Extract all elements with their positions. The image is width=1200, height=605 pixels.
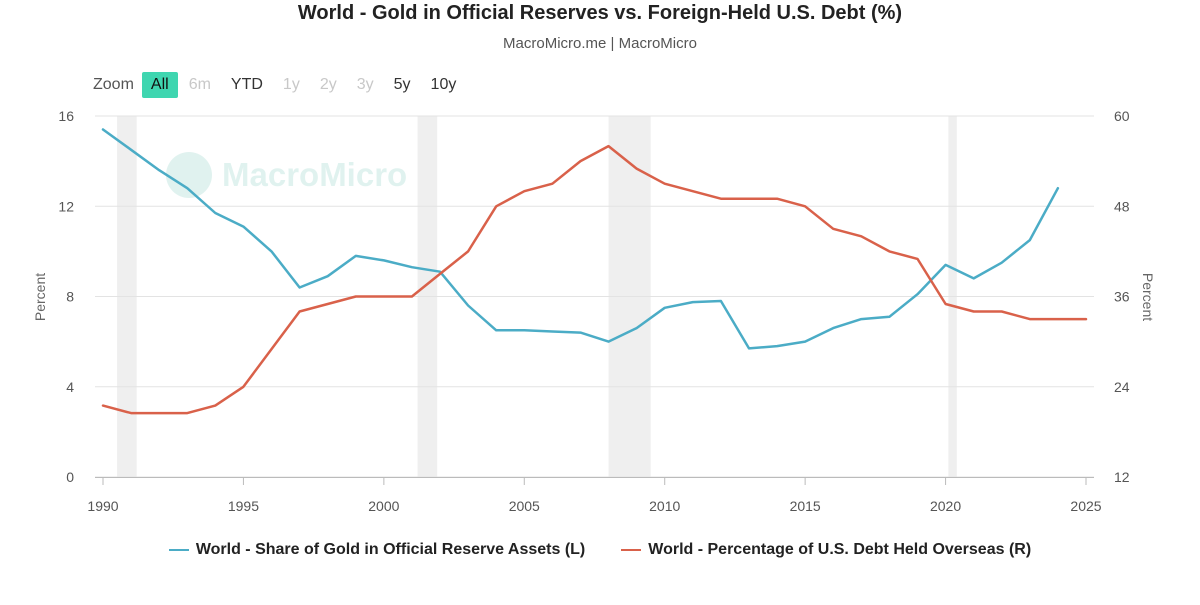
zoom-5y-button[interactable]: 5y (393, 76, 411, 93)
x-tick-label-1995: 1995 (228, 498, 259, 514)
y-left-tick-label-16: 16 (58, 108, 74, 124)
x-tick-label-2000: 2000 (368, 498, 399, 514)
x-tick-label-2010: 2010 (649, 498, 680, 514)
zoom-all-button[interactable]: All (141, 72, 178, 98)
series-line-1 (101, 144, 1088, 415)
zoom-6m-button[interactable]: 6m (188, 76, 211, 93)
grid-lines (95, 115, 1094, 478)
y-left-tick-label-8: 8 (66, 289, 74, 305)
y-right-tick-label-24: 24 (1114, 379, 1130, 395)
zoom-10y-button[interactable]: 10y (430, 76, 457, 93)
legend-label-gold-share: World - Share of Gold in Official Reserv… (195, 541, 586, 558)
x-tick-label-2015: 2015 (790, 498, 821, 514)
y-axis-right-label: Percent (1140, 273, 1156, 321)
legend-label-us-debt: World - Percentage of U.S. Debt Held Ove… (648, 541, 1032, 558)
chart-subtitle: MacroMicro.me | MacroMicro (503, 35, 697, 52)
zoom-bar: Zoom All 6m YTD 1y 2y 3y 5y 10y (93, 72, 467, 98)
zoom-ytd-button[interactable]: YTD (230, 76, 263, 93)
zoom-label: Zoom (93, 76, 134, 93)
legend-item-gold-share[interactable]: World - Share of Gold in Official Reserv… (168, 541, 586, 559)
series-line-0 (101, 128, 1060, 350)
y-axis-left: 0 4 8 12 16 (58, 108, 74, 485)
y-right-tick-label-48: 48 (1114, 198, 1130, 214)
y-axis-right: 12 24 36 48 60 (1114, 108, 1130, 485)
legend-swatch-gold-share (168, 549, 189, 551)
y-right-tick-label-36: 36 (1114, 289, 1130, 305)
y-left-tick-label-12: 12 (58, 198, 74, 214)
legend: World - Share of Gold in Official Reserv… (0, 541, 1200, 559)
y-left-tick-label-0: 0 (66, 469, 74, 485)
y-right-tick-label-60: 60 (1114, 108, 1130, 124)
y-right-tick-label-12: 12 (1114, 469, 1130, 485)
x-axis: 1990 1995 2000 2005 2010 2015 2020 2025 (87, 477, 1102, 514)
x-tick-label-1990: 1990 (87, 498, 118, 514)
series-lines (101, 128, 1088, 415)
x-tick-label-2005: 2005 (509, 498, 540, 514)
zoom-3y-button[interactable]: 3y (356, 76, 374, 93)
zoom-2y-button[interactable]: 2y (319, 76, 337, 93)
y-axis-left-label: Percent (32, 273, 48, 321)
x-tick-label-2025: 2025 (1070, 498, 1101, 514)
legend-item-us-debt[interactable]: World - Percentage of U.S. Debt Held Ove… (621, 541, 1031, 559)
watermark-text: MacroMicro (222, 156, 408, 193)
legend-swatch-us-debt (621, 549, 642, 551)
zoom-1y-button[interactable]: 1y (282, 76, 300, 93)
x-tick-label-2020: 2020 (930, 498, 961, 514)
chart-title: World - Gold in Official Reserves vs. Fo… (297, 2, 903, 24)
y-left-tick-label-4: 4 (66, 379, 74, 395)
